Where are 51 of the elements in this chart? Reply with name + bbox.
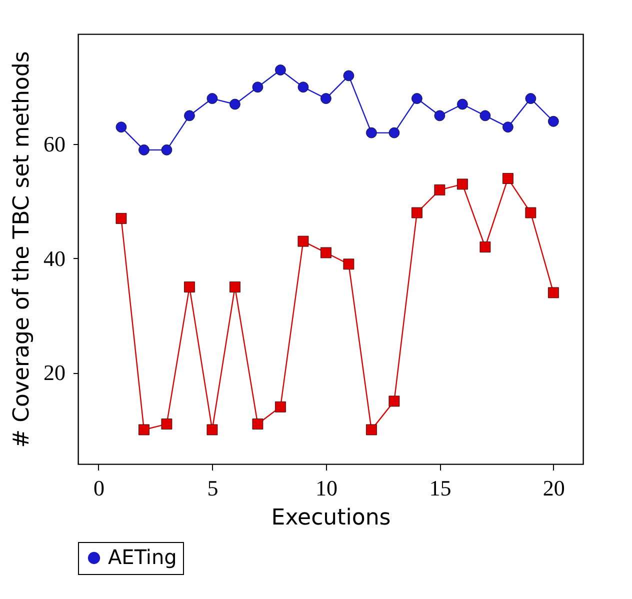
point [343, 258, 354, 270]
point [366, 127, 377, 138]
point [456, 98, 468, 110]
point [480, 242, 491, 252]
point [320, 247, 332, 258]
point [366, 424, 377, 436]
x-tick-label: 15 [429, 476, 452, 500]
point [502, 173, 514, 184]
x-axis-title: Executions [271, 506, 391, 530]
y-axis-title: # Coverage of the TBC set methods [10, 51, 34, 448]
point [388, 127, 400, 138]
point [116, 213, 127, 224]
point [230, 282, 240, 292]
point [502, 122, 514, 133]
point [388, 396, 400, 407]
x-tick-label: 20 [542, 476, 565, 500]
point [206, 424, 218, 436]
point [206, 93, 218, 104]
point [548, 287, 559, 298]
point [434, 184, 446, 196]
point [275, 64, 286, 76]
point [456, 178, 468, 190]
y-tick-label: 60 [44, 132, 66, 157]
point [480, 110, 491, 122]
point [138, 424, 150, 436]
point [298, 236, 309, 247]
x-tick-label: 5 [207, 476, 218, 500]
legend-label: AETing [108, 545, 177, 569]
point [275, 401, 286, 412]
point [525, 93, 536, 104]
point [116, 122, 127, 133]
point [548, 116, 559, 127]
y-tick-label: 20 [44, 360, 66, 386]
point [184, 282, 195, 292]
point [411, 207, 422, 218]
point [320, 93, 332, 104]
point [525, 207, 536, 218]
point [161, 418, 172, 430]
point [252, 418, 264, 430]
x-tick-label: 0 [93, 476, 104, 500]
point [343, 70, 354, 82]
point [411, 93, 422, 104]
point [138, 144, 150, 156]
point [184, 110, 195, 122]
point [252, 82, 264, 93]
point [298, 82, 309, 93]
point [230, 98, 240, 110]
y-tick-label: 40 [44, 246, 66, 271]
point [434, 110, 446, 122]
x-tick-label: 10 [315, 476, 338, 500]
point [161, 144, 172, 156]
